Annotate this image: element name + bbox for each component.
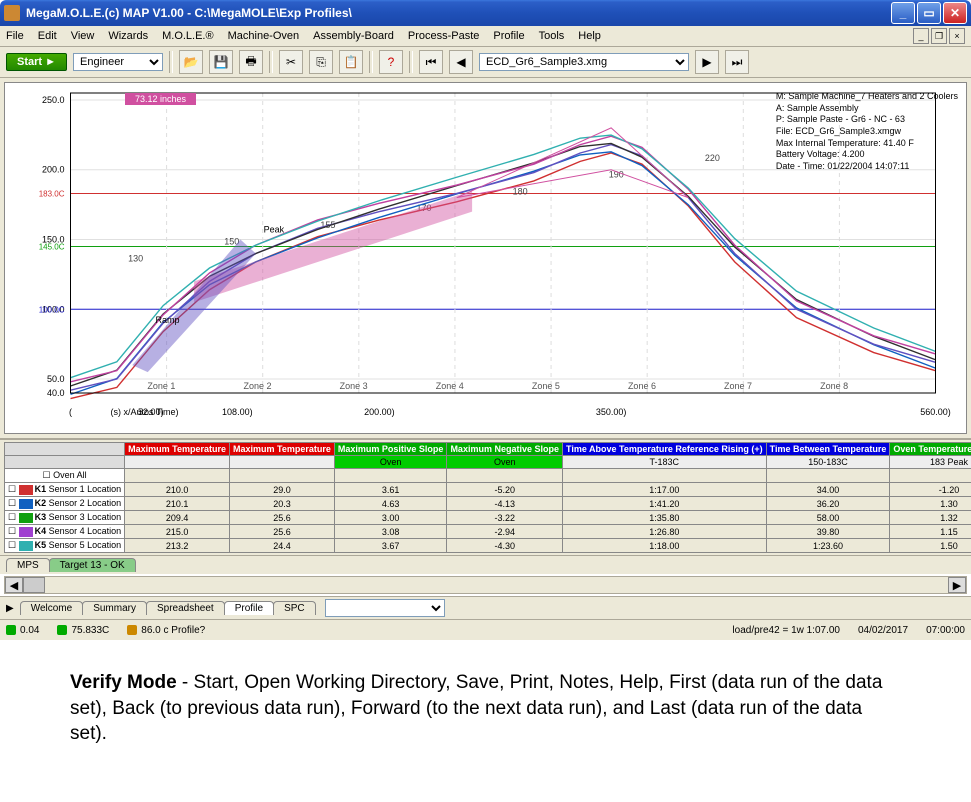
svg-text:108.00): 108.00) [222,407,253,417]
status-bar: 0.04 75.833C 86.0 c Profile? load/pre42 … [0,619,971,640]
svg-text:Zone 5: Zone 5 [532,381,560,391]
svg-text:560.00): 560.00) [920,407,951,417]
svg-text:183.0C: 183.0C [39,189,65,198]
nav-back-icon[interactable]: ◀ [449,50,473,74]
menu-process[interactable]: Process-Paste [408,30,480,42]
status-led-2-icon [57,625,67,635]
menu-help[interactable]: Help [578,30,601,42]
chart-legend: M: Sample Machine_7 Heaters and 2 Cooler… [776,91,958,173]
svg-text:200.00): 200.00) [364,407,395,417]
app-icon [4,5,20,21]
distance-badge: 73.12 inches [125,93,196,105]
tool-copy-icon[interactable]: ⎘ [309,50,333,74]
svg-text:100.0C: 100.0C [39,305,65,314]
menu-assembly[interactable]: Assembly-Board [313,30,394,42]
tab-target[interactable]: Target 13 - OK [49,558,136,572]
role-combo[interactable]: Engineer [73,53,163,71]
menu-file[interactable]: File [6,30,24,42]
tool-open-icon[interactable]: 📂 [179,50,203,74]
nav-first-icon[interactable]: ⏮ [419,50,443,74]
table-row: ☐ K2 Sensor 2 Location [5,497,125,511]
lower-tabs: MPS Target 13 - OK [0,555,971,574]
menu-machine[interactable]: Machine-Oven [228,30,300,42]
svg-text:Zone 8: Zone 8 [820,381,848,391]
svg-text:145.0C: 145.0C [39,242,65,251]
tab-spreadsheet[interactable]: Spreadsheet [146,601,225,615]
svg-text:40.0: 40.0 [47,388,65,398]
mdi-close-icon[interactable]: × [949,28,965,44]
table-row: ☐ Oven All [5,469,125,483]
status-led-3-icon [127,625,137,635]
data-table-panel: Maximum TemperatureMaximum TemperatureMa… [0,440,971,555]
nav-forward-icon[interactable]: ▶ [695,50,719,74]
tab-spc[interactable]: SPC [273,601,316,615]
svg-text:Zone 1: Zone 1 [147,381,175,391]
tool-save-icon[interactable]: 💾 [209,50,233,74]
start-button[interactable]: Start ► [6,53,67,71]
menu-wizards[interactable]: Wizards [108,30,148,42]
svg-text:(: ( [69,407,72,417]
svg-text:180: 180 [513,186,528,196]
mdi-restore-icon[interactable]: ❐ [931,28,947,44]
status-led-1-icon [6,625,16,635]
data-table: Maximum TemperatureMaximum TemperatureMa… [4,442,971,553]
status-right: load/pre42 = 1w 1:07.00 [732,625,840,636]
tab-profile[interactable]: Profile [224,601,274,615]
svg-text:Zone 2: Zone 2 [244,381,272,391]
menu-mole[interactable]: M.O.L.E.® [162,30,214,42]
svg-text:220: 220 [705,153,720,163]
file-combo[interactable]: ECD_Gr6_Sample3.xmg [479,53,689,71]
table-row: ☐ K3 Sensor 3 Location [5,511,125,525]
svg-text:Zone 3: Zone 3 [340,381,368,391]
profile-chart: 73.12 inches M: Sample Machine_7 Heaters… [4,82,967,434]
scroll-left-icon[interactable]: ◀ [5,577,23,593]
window-titlebar: MegaM.O.L.E.(c) MAP V1.00 - C:\MegaMOLE\… [0,0,971,26]
menu-edit[interactable]: Edit [38,30,57,42]
svg-text:200.0: 200.0 [42,165,65,175]
maximize-button[interactable]: ▭ [917,2,941,24]
minimize-button[interactable]: _ [891,2,915,24]
bottom-tabs: ▶ Welcome Summary Spreadsheet Profile SP… [0,596,971,619]
window-title: MegaM.O.L.E.(c) MAP V1.00 - C:\MegaMOLE\… [26,6,352,20]
tab-welcome[interactable]: Welcome [20,601,84,615]
figure-caption: Verify Mode - Start, Open Working Direct… [0,640,971,787]
mdi-minimize-icon[interactable]: _ [913,28,929,44]
close-button[interactable]: ✕ [943,2,967,24]
menu-bar: File Edit View Wizards M.O.L.E.® Machine… [0,26,971,47]
svg-text:Ramp: Ramp [155,315,179,325]
bottom-combo[interactable] [325,599,445,617]
menu-tools[interactable]: Tools [539,30,565,42]
scroll-thumb[interactable] [23,577,45,593]
tab-mps[interactable]: MPS [6,558,50,572]
svg-text:50.0: 50.0 [47,374,65,384]
status-val-3: 86.0 c Profile? [141,625,205,636]
svg-text:250.0: 250.0 [42,95,65,105]
scroll-right-icon[interactable]: ▶ [948,577,966,593]
svg-text:130: 130 [128,253,143,263]
h-scrollbar[interactable]: ◀ ▶ [4,576,967,594]
table-row: ☐ K4 Sensor 4 Location [5,525,125,539]
tool-print-icon[interactable]: 🖶 [239,50,263,74]
nav-last-icon[interactable]: ⏭ [725,50,749,74]
svg-text:Zone 7: Zone 7 [724,381,752,391]
menu-view[interactable]: View [71,30,95,42]
svg-text:Zone 6: Zone 6 [628,381,656,391]
tool-cut-icon[interactable]: ✂ [279,50,303,74]
tool-help-icon[interactable]: ? [379,50,403,74]
tool-paste-icon[interactable]: 📋 [339,50,363,74]
status-val-2: 75.833C [71,625,109,636]
svg-text:350.00): 350.00) [596,407,627,417]
status-date: 04/02/2017 [858,625,908,636]
table-row: ☐ K1 Sensor 1 Location [5,483,125,497]
svg-text:Peak: Peak [264,225,285,235]
svg-text:Zone 4: Zone 4 [436,381,464,391]
tab-summary[interactable]: Summary [82,601,147,615]
table-row: ☐ K5 Sensor 5 Location [5,539,125,553]
svg-text:(s) x/Autos Time): (s) x/Autos Time) [111,407,179,417]
toolbar: Start ► Engineer 📂 💾 🖶 ✂ ⎘ 📋 ? ⏮ ◀ ECD_G… [0,47,971,78]
status-val-1: 0.04 [20,625,39,636]
status-time: 07:00:00 [926,625,965,636]
menu-profile[interactable]: Profile [493,30,524,42]
